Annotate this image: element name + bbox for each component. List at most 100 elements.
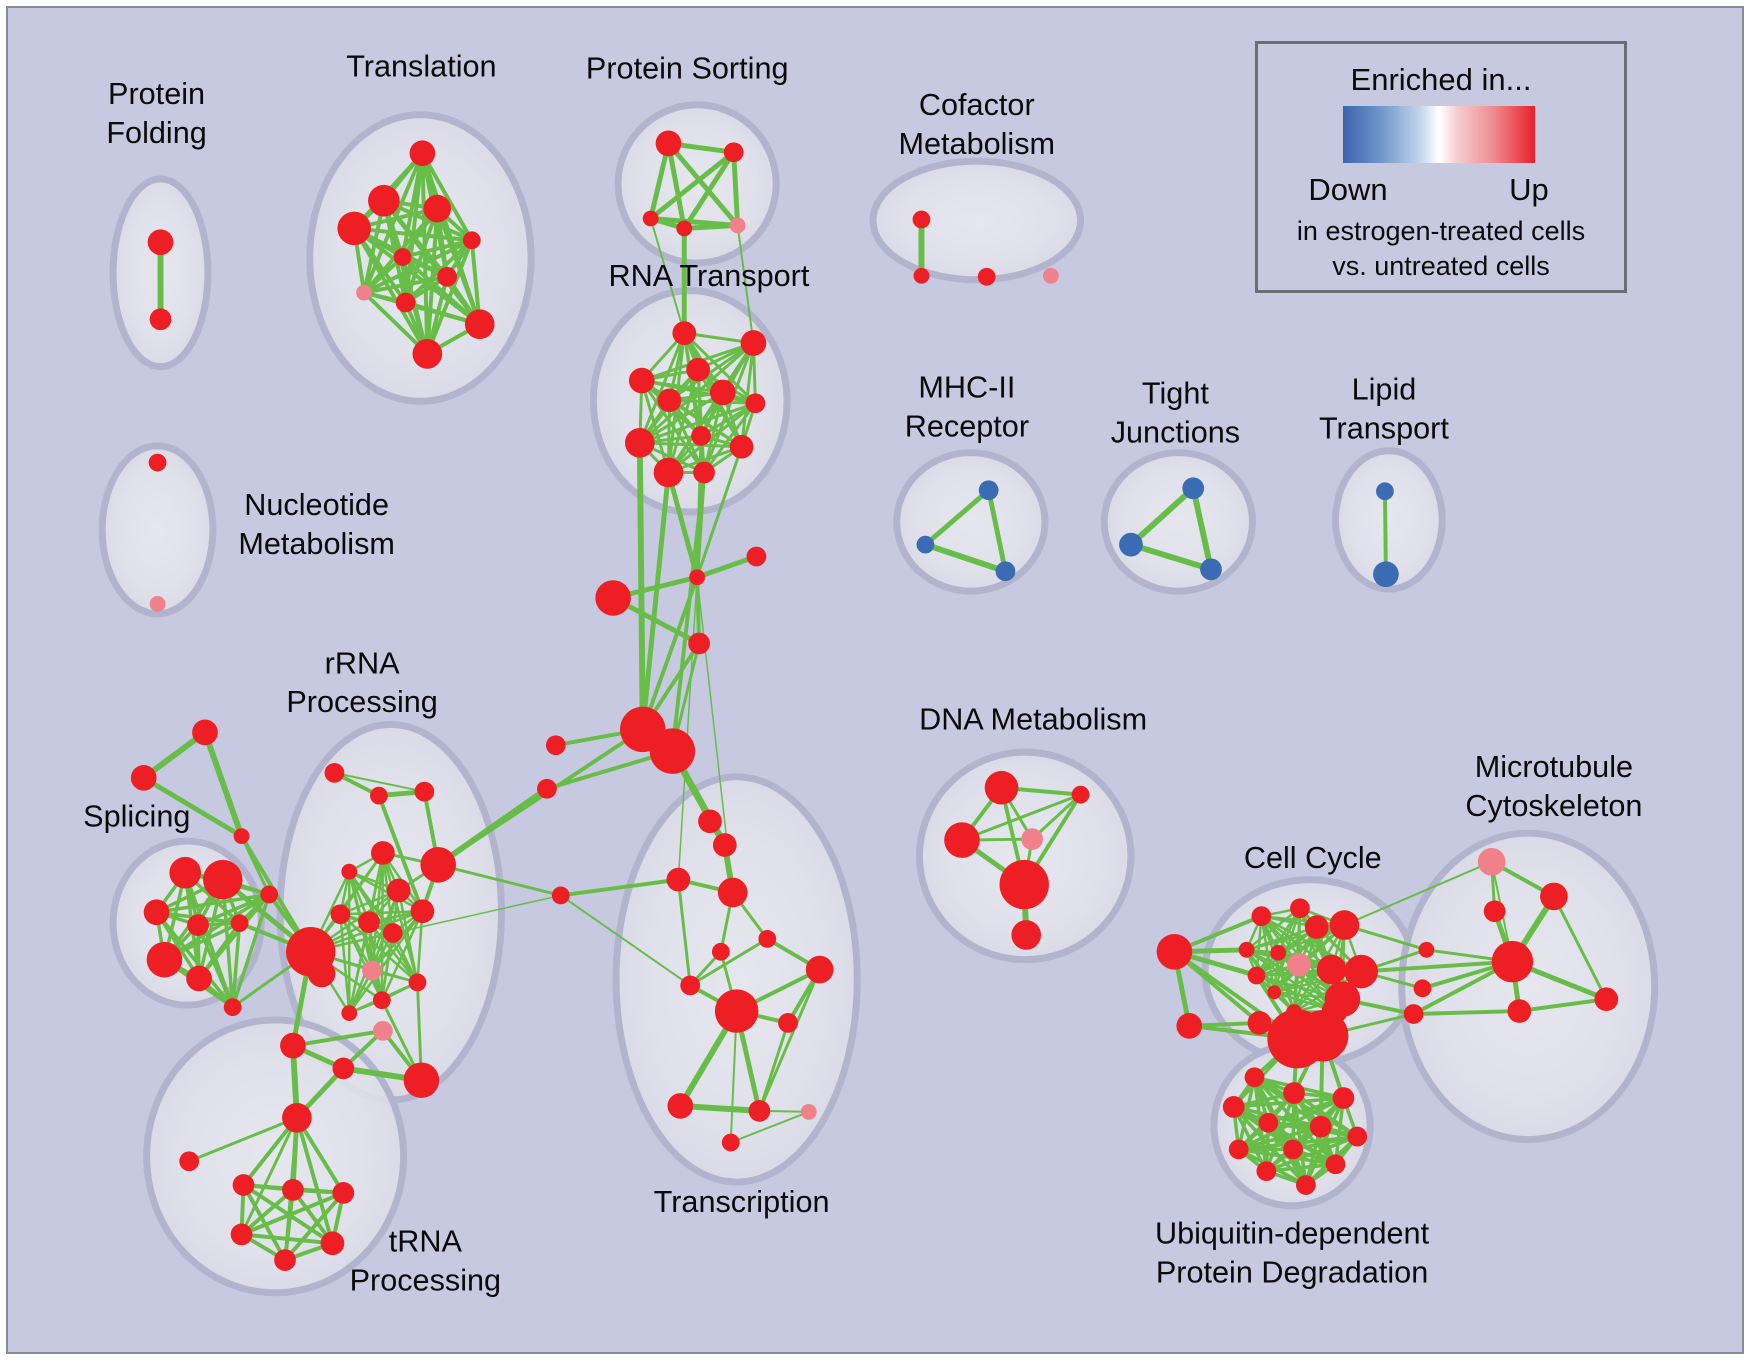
gene-set-node-tn8 — [274, 1249, 296, 1271]
edge — [241, 1183, 287, 1263]
gene-set-node-b1 — [978, 480, 999, 501]
gene-set-node-tx4 — [717, 877, 748, 908]
gene-set-node-m6 — [551, 886, 570, 905]
gene-set-node-nm1 — [148, 453, 167, 472]
gene-set-node-t4 — [337, 211, 371, 246]
gene-set-node-dm3 — [944, 822, 980, 858]
gene-set-node-tx8 — [680, 975, 701, 996]
edge — [436, 863, 563, 897]
gene-set-node-ub9 — [1283, 1139, 1303, 1160]
gene-set-node-cc0 — [1156, 933, 1193, 970]
cluster-label-translation: Translation — [346, 49, 496, 83]
gene-set-node-cm3 — [977, 267, 996, 286]
edge — [1236, 1124, 1323, 1152]
edge — [1030, 793, 1083, 841]
cluster-ellipse-dna-metabolism — [916, 748, 1135, 964]
gene-set-node-ps4 — [676, 220, 693, 237]
gene-set-node-tx11 — [667, 1093, 694, 1119]
gene-set-node-ps5 — [729, 217, 746, 234]
gene-set-node-m4 — [545, 735, 566, 756]
gene-set-node-cc6 — [1270, 944, 1287, 961]
gene-set-node-spt2 — [130, 764, 157, 791]
gene-set-node-rp3 — [414, 781, 435, 802]
gene-set-node-dm1 — [984, 770, 1019, 805]
cluster-label-transcription: Transcription — [654, 1185, 830, 1219]
edge — [688, 937, 769, 987]
edge — [640, 575, 700, 732]
gene-set-node-rr7 — [341, 1005, 358, 1021]
edge — [922, 541, 1009, 575]
gene-set-node-rt12 — [693, 461, 715, 484]
gene-set-node-tx5 — [758, 930, 777, 948]
gene-set-node-tx12 — [748, 1100, 771, 1122]
gene-set-node-spt1 — [192, 719, 218, 746]
gene-set-node-mt1 — [1477, 848, 1506, 876]
gene-set-node-rr8 — [372, 1020, 393, 1041]
edge — [376, 793, 425, 914]
cluster-label-tight-junctions: Tight Junctions — [1111, 376, 1240, 449]
edge — [694, 554, 759, 580]
gene-set-node-rt9 — [624, 428, 655, 458]
gene-set-node-rt10 — [729, 434, 754, 459]
gene-set-node-ub3 — [1332, 1087, 1355, 1109]
gene-set-node-ub10 — [1325, 1154, 1346, 1175]
gene-set-node-ps2 — [723, 142, 744, 163]
gene-set-node-tn2 — [332, 1057, 355, 1080]
gene-set-node-b6 — [1200, 558, 1222, 581]
gene-set-node-cc9 — [1344, 954, 1379, 989]
edge — [922, 487, 992, 548]
gene-set-node-rr9 — [408, 973, 427, 992]
edge — [141, 775, 245, 839]
edge — [665, 140, 741, 228]
gene-set-node-tn7 — [320, 1231, 345, 1256]
cluster-label-splicing: Splicing — [83, 799, 190, 833]
gene-set-node-rt3 — [686, 357, 710, 382]
gene-set-node-cm1 — [912, 210, 931, 229]
gene-set-node-m3 — [688, 632, 710, 655]
edge — [1127, 485, 1197, 548]
gene-set-node-spt3 — [233, 828, 250, 845]
edge — [736, 224, 755, 344]
gene-set-node-j1 — [689, 569, 706, 586]
edge — [640, 379, 706, 474]
edge — [649, 217, 686, 335]
gene-set-node-rphb — [307, 959, 336, 988]
gene-set-node-cc1 — [1251, 906, 1272, 927]
gene-set-node-tn3 — [232, 1174, 255, 1196]
legend-caption-line1: in estrogen-treated cells — [1296, 216, 1586, 246]
edge — [362, 274, 450, 295]
gene-set-node-mt8 — [1413, 979, 1432, 998]
edge — [348, 889, 400, 1015]
gene-set-node-tnl — [179, 1151, 200, 1172]
gene-set-node-hub2 — [649, 728, 696, 774]
gene-set-node-rt7 — [745, 393, 766, 414]
edge — [559, 894, 692, 987]
edge — [638, 401, 757, 445]
edge — [239, 1187, 295, 1237]
edge — [757, 968, 822, 1113]
edge — [309, 894, 562, 953]
labels-layer: Protein Folding Translation Protein Sorting… — [83, 49, 1642, 1297]
gene-set-node-tx7 — [805, 955, 834, 984]
gene-set-node-cc2 — [1290, 898, 1310, 919]
edge — [400, 238, 474, 260]
gene-set-node-b7 — [1376, 482, 1394, 501]
gene-set-node-pf2 — [149, 308, 172, 331]
edge — [695, 575, 702, 646]
gene-set-node-cm2 — [913, 267, 930, 284]
gene-set-node-t1 — [409, 140, 436, 167]
edge — [648, 149, 737, 221]
gene-set-node-m2 — [746, 546, 767, 567]
edge — [757, 1021, 790, 1113]
cluster-label-microtubule-cytoskeleton: Microtubule Cytoskeleton — [1465, 750, 1642, 823]
edge — [339, 851, 385, 916]
edge — [202, 729, 245, 840]
edge — [380, 889, 400, 1002]
edge — [154, 910, 235, 1009]
gene-set-node-cm4 — [1043, 267, 1059, 284]
edge — [695, 434, 703, 579]
gene-set-node-rr3 — [382, 923, 403, 943]
gene-set-node-rr2 — [358, 911, 380, 933]
gene-set-node-mt5 — [1594, 987, 1619, 1012]
edge — [1264, 1162, 1338, 1173]
